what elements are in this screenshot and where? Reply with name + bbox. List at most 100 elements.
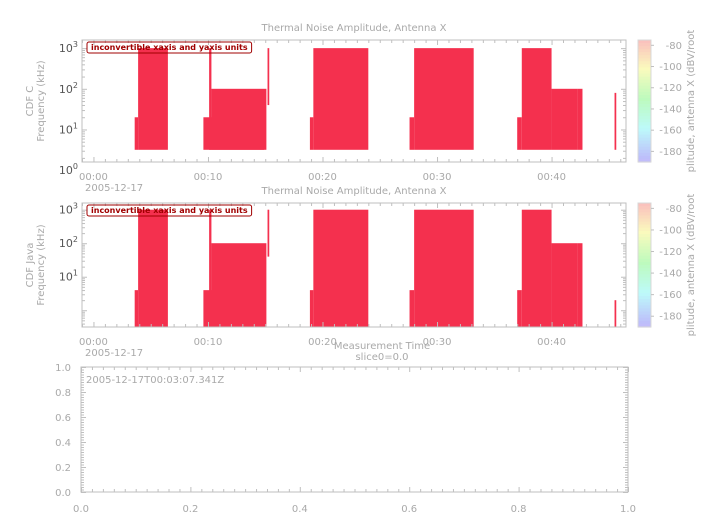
colorbar-segment	[638, 55, 651, 59]
colorbar-segment	[638, 206, 651, 210]
heatmap-block	[409, 290, 415, 327]
y-axis-label: CDF Java	[25, 243, 36, 288]
heatmap-block	[313, 209, 369, 327]
x-tick-label: 00:10	[194, 337, 223, 348]
colorbar-segment	[638, 110, 651, 114]
y-axis-label: CDF C	[25, 86, 36, 117]
colorbar-segment	[638, 302, 651, 306]
heatmap-block	[517, 290, 522, 327]
colorbar-segment	[638, 79, 651, 84]
colorbar-segment	[638, 73, 651, 78]
colorbar-segment	[638, 146, 651, 151]
colorbar-segment	[638, 296, 651, 300]
colorbar-segment	[638, 137, 651, 142]
heatmap-block	[521, 48, 552, 150]
colorbar-segment	[638, 88, 651, 93]
plot-title: Thermal Noise Amplitude, Antenna X	[261, 23, 447, 34]
colorbar-segment	[638, 122, 651, 126]
colorbar-segment	[638, 40, 651, 44]
heatmap-block	[209, 48, 212, 150]
colorbar-segment	[638, 314, 651, 319]
heatmap-block	[211, 88, 267, 150]
warning-box	[86, 41, 253, 54]
heatmap-block	[267, 48, 270, 106]
colorbar-segment	[638, 305, 651, 309]
heatmap-block	[517, 117, 522, 150]
colorbar-segment	[638, 224, 651, 229]
colorbar-segment	[638, 149, 651, 154]
colorbar-segment	[638, 212, 651, 216]
x-tick-label: 00:40	[537, 172, 566, 183]
colorbar-segment	[638, 152, 651, 157]
warning-text: inconvertible xaxis and yaxis units	[91, 43, 248, 52]
colorbar-frame	[637, 39, 652, 163]
colorbar-segment	[638, 227, 651, 232]
colorbar-tick-label: -80	[666, 204, 682, 215]
colorbar-segment	[638, 280, 651, 285]
colorbar-segment	[638, 234, 651, 238]
heatmap-block	[409, 117, 415, 150]
y-axis-label: Frequency (kHz)	[36, 224, 47, 305]
colorbar-segment	[638, 299, 651, 303]
colorbar-segment	[638, 125, 651, 130]
timestamp-annotation: 2005-12-17T00:03:07.341Z	[86, 375, 224, 386]
heatmap-block	[577, 243, 583, 327]
colorbar-tick-label: -80	[666, 41, 682, 52]
colorbar-segment	[638, 209, 651, 213]
warning-box	[86, 204, 253, 217]
colorbar-segment	[638, 52, 651, 56]
colorbar-segment	[638, 43, 651, 47]
colorbar-segment	[638, 46, 651, 50]
colorbar-label: plitude, antenna X (dBV/root	[686, 194, 697, 337]
x-axis-label: Measurement Time	[334, 341, 430, 352]
colorbar-segment	[638, 91, 651, 96]
colorbar-segment	[638, 128, 651, 133]
heatmap-block	[134, 290, 139, 327]
colorbar-segment	[638, 255, 651, 260]
colorbar-segment	[638, 104, 651, 108]
colorbar-segment	[638, 155, 651, 160]
colorbar-segment	[638, 143, 651, 148]
colorbar-segment	[638, 158, 651, 163]
colorbar-tick-label: -100	[659, 225, 682, 236]
colorbar-segment	[638, 221, 651, 226]
colorbar-label: plitude, antenna X (dBV/root	[686, 30, 697, 173]
x-date-label: 2005-12-17	[85, 183, 143, 194]
colorbar-segment	[638, 237, 651, 241]
heatmap-block	[267, 209, 270, 257]
y-tick-label: 0.4	[55, 438, 71, 449]
colorbar-segment	[638, 292, 651, 297]
colorbar-segment	[638, 85, 651, 90]
y-tick-label: 101	[59, 269, 78, 284]
colorbar-segment	[638, 119, 651, 123]
x-tick-label: 00:30	[423, 337, 452, 348]
heatmap-block	[313, 48, 369, 150]
heatmap-block	[614, 300, 617, 327]
plot-title: Thermal Noise Amplitude, Antenna X	[261, 186, 447, 197]
colorbar-segment	[638, 243, 651, 247]
colorbar-segment	[638, 286, 651, 291]
colorbar-segment	[638, 94, 651, 99]
colorbar-segment	[638, 271, 651, 275]
colorbar-frame	[637, 202, 652, 328]
x-tick-label: 00:00	[79, 172, 108, 183]
colorbar-segment	[638, 82, 651, 87]
colorbar-segment	[638, 265, 651, 269]
colorbar-tick-label: -120	[659, 83, 682, 94]
colorbar-segment	[638, 67, 651, 72]
colorbar-segment	[638, 317, 651, 322]
heatmap-block	[138, 48, 168, 150]
y-tick-label: 103	[59, 40, 78, 55]
x-tick-label: 0.4	[292, 504, 308, 515]
colorbar-tick-label: -100	[659, 62, 682, 73]
colorbar-segment	[638, 203, 651, 207]
heatmap-block	[551, 243, 578, 327]
heatmap-block	[138, 209, 168, 327]
heatmap-block	[577, 88, 583, 150]
warning-text: inconvertible xaxis and yaxis units	[91, 206, 248, 215]
colorbar-tick-label: -160	[659, 290, 682, 301]
colorbar-segment	[638, 261, 651, 266]
heatmap-block	[414, 209, 474, 327]
x-tick-label: 0.2	[182, 504, 198, 515]
